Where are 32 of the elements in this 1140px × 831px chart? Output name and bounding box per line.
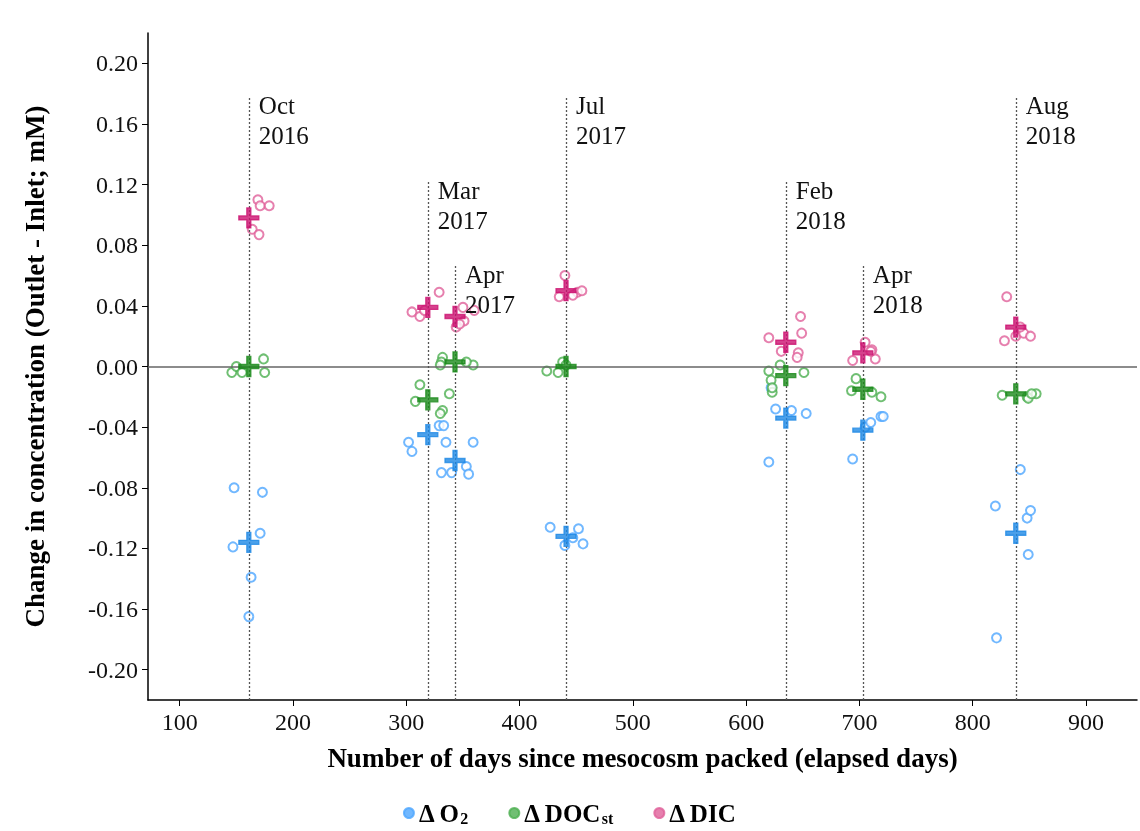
ref-line-label: Apr 2017 bbox=[465, 261, 516, 319]
y-tick-label: -0.16 bbox=[88, 596, 138, 623]
ref-line-label: Apr 2018 bbox=[872, 261, 923, 319]
y-tick-label: -0.08 bbox=[88, 474, 138, 501]
y-tick-label: 0.04 bbox=[96, 292, 138, 319]
ref-line-label: Oct 2016 bbox=[258, 91, 309, 149]
legend-label: Δ O2 bbox=[418, 799, 469, 827]
x-tick-label: 400 bbox=[501, 709, 538, 735]
x-tick-label: 700 bbox=[841, 709, 878, 735]
x-tick-label: 500 bbox=[614, 709, 651, 735]
x-axis-title: Number of days since mesocosm packed (elapsed days) bbox=[327, 742, 958, 773]
y-tick-label: 0.08 bbox=[96, 232, 138, 259]
ref-line-label: Mar 2017 bbox=[437, 176, 488, 234]
x-tick-label: 600 bbox=[728, 709, 765, 735]
legend-label: Δ DOCst bbox=[524, 799, 614, 827]
x-tick-label: 900 bbox=[1068, 709, 1105, 735]
y-tick-label: -0.04 bbox=[88, 414, 138, 441]
y-tick-label: 0.12 bbox=[96, 171, 138, 198]
x-tick-label: 800 bbox=[954, 709, 991, 735]
x-tick-label: 100 bbox=[161, 709, 198, 735]
x-tick-label: 200 bbox=[275, 709, 312, 735]
ref-line-label: Aug 2018 bbox=[1025, 91, 1076, 149]
y-axis-title: Change in concentration (Outlet - Inlet; mM) bbox=[19, 105, 50, 628]
y-tick-label: -0.12 bbox=[88, 535, 138, 562]
y-tick-label: 0.00 bbox=[96, 353, 138, 380]
y-tick-label: -0.20 bbox=[88, 656, 138, 683]
legend-label: Δ DIC bbox=[669, 799, 736, 827]
ref-line-label: Jul 2017 bbox=[576, 91, 627, 149]
ref-line-label: Feb 2018 bbox=[795, 176, 846, 234]
x-tick-label: 300 bbox=[388, 709, 425, 735]
y-tick-label: 0.20 bbox=[96, 50, 138, 77]
y-tick-label: 0.16 bbox=[96, 110, 138, 137]
